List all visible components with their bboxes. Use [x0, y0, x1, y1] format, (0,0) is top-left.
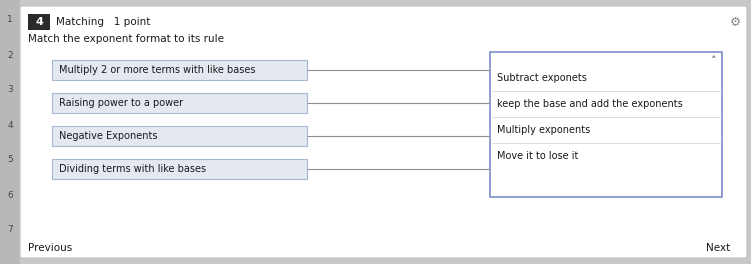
Text: 6: 6	[7, 191, 13, 200]
Text: ⚙: ⚙	[729, 16, 740, 29]
Text: Previous: Previous	[28, 243, 72, 253]
FancyBboxPatch shape	[20, 6, 747, 258]
Text: 3: 3	[7, 86, 13, 95]
Text: Next: Next	[706, 243, 730, 253]
Text: keep the base and add the exponents: keep the base and add the exponents	[497, 99, 683, 109]
Text: ˄: ˄	[711, 56, 716, 66]
Text: Multiply 2 or more terms with like bases: Multiply 2 or more terms with like bases	[59, 65, 255, 75]
FancyBboxPatch shape	[52, 159, 307, 179]
Text: 7: 7	[7, 225, 13, 234]
Text: 4: 4	[35, 17, 43, 27]
Text: Move it to lose it: Move it to lose it	[497, 151, 578, 161]
Text: Raising power to a power: Raising power to a power	[59, 98, 183, 108]
Text: Subtract exponets: Subtract exponets	[497, 73, 587, 83]
Text: Match the exponent format to its rule: Match the exponent format to its rule	[28, 34, 224, 44]
Text: 5: 5	[7, 155, 13, 164]
Bar	[490, 52, 722, 197]
Text: Matching   1 point: Matching 1 point	[56, 17, 150, 27]
Text: Negative Exponents: Negative Exponents	[59, 131, 158, 141]
Text: Multiply exponents: Multiply exponents	[497, 125, 590, 135]
FancyBboxPatch shape	[52, 126, 307, 146]
Text: Dividing terms with like bases: Dividing terms with like bases	[59, 164, 206, 174]
FancyBboxPatch shape	[52, 93, 307, 113]
Text: 1: 1	[7, 16, 13, 25]
Bar	[28, 14, 50, 30]
FancyBboxPatch shape	[52, 60, 307, 80]
Bar	[0, 0, 20, 264]
Text: 2: 2	[8, 50, 13, 59]
Text: 4: 4	[8, 120, 13, 130]
